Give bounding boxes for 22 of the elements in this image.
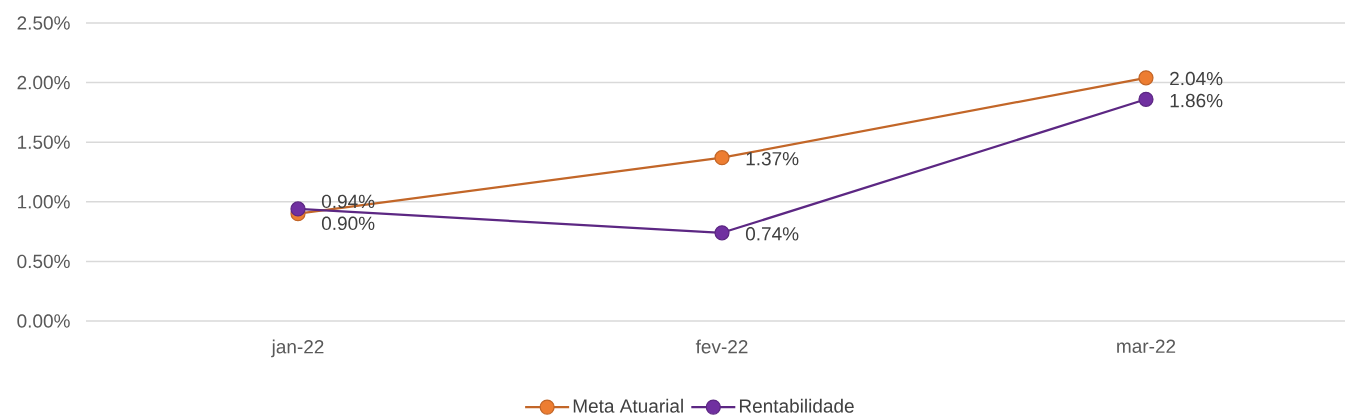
- y-tick-label: 1.50%: [18, 135, 70, 149]
- point: [714, 225, 730, 241]
- point: [714, 150, 730, 166]
- data-label: 2.04%: [1170, 71, 1223, 86]
- point: [290, 201, 306, 217]
- y-tick-label: 1.00%: [18, 195, 70, 209]
- data-label: 0.94%: [321, 194, 375, 209]
- x-tick-label: mar-22: [1117, 339, 1176, 353]
- x-tick-label: fev-22: [695, 339, 748, 354]
- data-label: 0.74%: [745, 227, 799, 241]
- x-tick-label: jan-22: [271, 339, 324, 358]
- legend-label: Meta Atuarial: [573, 398, 683, 413]
- y-tick-label: 0.00%: [17, 314, 70, 328]
- data-label: 1.86%: [1170, 93, 1223, 108]
- point: [1138, 70, 1154, 86]
- y-tick-label: 2.00%: [17, 75, 70, 90]
- y-tick-label: 2.50%: [17, 16, 70, 30]
- y-tick-label: 0.50%: [17, 254, 70, 269]
- point: [1138, 91, 1154, 107]
- legend-label: Rentabilidade: [739, 398, 854, 413]
- data-label: 1.37%: [746, 151, 799, 166]
- data-label: 0.90%: [321, 216, 375, 231]
